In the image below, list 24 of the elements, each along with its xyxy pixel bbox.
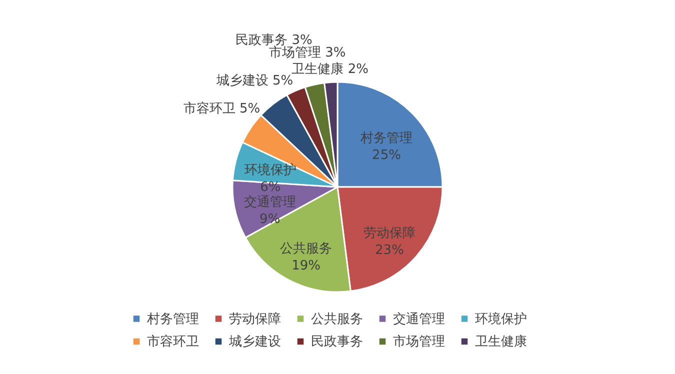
slice-label: 交通管理 <box>244 194 296 210</box>
category-label: 城乡建设 5% <box>216 73 294 88</box>
data-label: 9% <box>260 212 280 228</box>
data-label: 6% <box>260 180 281 195</box>
legend-label: 劳动保障 <box>229 312 281 327</box>
slice-label: 公共服务 <box>280 242 332 257</box>
legend-label: 民政事务 <box>311 334 363 350</box>
slice-label: 村务管理 <box>360 130 413 146</box>
legend-label: 城乡建设 <box>228 334 281 350</box>
legend-label: 环境保护 <box>475 310 527 327</box>
data-label: 23% <box>375 242 404 258</box>
data-label: 19% <box>292 258 320 274</box>
legend-label: 村务管理 <box>146 312 199 327</box>
legend-label: 市容环卫 <box>147 334 199 350</box>
legend-label: 卫生健康 <box>475 334 527 350</box>
slice-label: 劳动保障 <box>363 226 416 241</box>
category-label: 卫生健康 2% <box>292 62 368 78</box>
category-label: 市容环卫 5% <box>183 101 260 116</box>
data-label: 25% <box>372 148 401 163</box>
category-label: 市场管理 3% <box>269 45 346 60</box>
legend-label: 市场管理 <box>393 334 445 350</box>
slice-label: 环境保护 <box>244 162 296 178</box>
legend-label: 交通管理 <box>393 310 445 327</box>
legend-label: 公共服务 <box>311 312 363 327</box>
